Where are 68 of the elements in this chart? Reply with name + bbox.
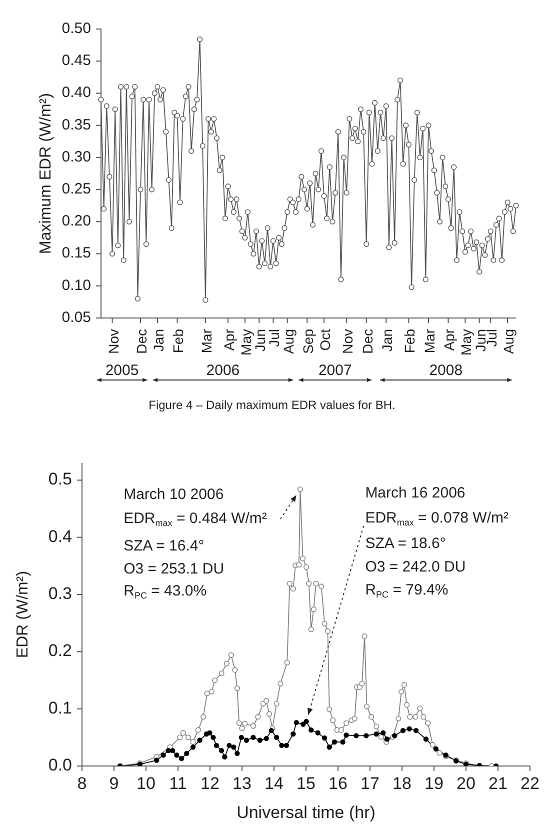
text: 2008 [429, 362, 463, 379]
x-tick-label: Mar [421, 328, 438, 354]
y-tick-label: 0.25 [62, 180, 91, 198]
x-tick-label: Jan [150, 329, 166, 352]
x-tick-label: Feb [170, 328, 186, 354]
x-tick-label: 8 [77, 774, 87, 793]
annotation: EDR$_{max}$ = 0.078 W/m² [365, 509, 509, 528]
y-tick-label: 0.45 [62, 52, 91, 70]
x-tick-label: Dec [134, 329, 150, 354]
x-tick-label: Sep [300, 328, 316, 354]
text: 2005 [105, 362, 139, 379]
x-tick-label: 13 [232, 774, 252, 793]
y-axis-title: EDR (W/m²) [14, 570, 32, 658]
x-tick-label: 9 [109, 774, 119, 793]
x-tick-label: Mar [198, 328, 214, 354]
x-tick-label: 14 [264, 774, 284, 793]
annotation: EDR$_{max}$ = 0.484 W/m² [124, 510, 267, 528]
y-tick-label: 0.0 [48, 755, 72, 774]
x-tick-label: 18 [392, 774, 412, 793]
y-tick-label: 0.20 [62, 212, 91, 230]
x-tick-label: 21 [488, 774, 508, 793]
annotation: O3 = 242.0 DU [365, 558, 466, 576]
x-tick-label: Jul [266, 329, 282, 347]
x-axis-title: Universal time (hr) [236, 803, 376, 822]
y-tick-label: 0.3 [48, 584, 72, 603]
x-tick-label: 22 [520, 774, 540, 793]
x-tick-label: Nov [340, 329, 356, 354]
annotation: R$_{PC}$ = 79.4% [365, 581, 448, 600]
x-tick-label: Oct [317, 328, 334, 351]
annotation: R$_{PC}$ = 43.0% [124, 582, 207, 602]
y-tick-label: 0.05 [62, 308, 91, 326]
x-tick-label: 12 [200, 774, 220, 793]
annotation: O3 = 253.1 DU [124, 560, 224, 578]
x-tick-label: 10 [136, 774, 156, 793]
x-tick-label: Dec [359, 329, 376, 354]
x-tick-label: Nov [105, 329, 122, 354]
y-tick-label: 0.35 [62, 116, 91, 134]
caption: Figure 4 – Daily maximum EDR values for BH. [148, 398, 396, 412]
x-tick-label: Aug [500, 329, 517, 354]
x-tick-label: 20 [456, 774, 476, 793]
x-tick-label: 11 [169, 774, 187, 793]
annotation: March 10 2006 [124, 486, 224, 503]
y-tick-label: 0.15 [62, 244, 91, 262]
x-tick-label: 16 [328, 774, 348, 793]
y-tick-label: 0.5 [48, 470, 72, 489]
x-tick-label: Apr [221, 328, 238, 351]
x-tick-label: May [238, 329, 254, 356]
y-tick-label: 0.40 [62, 84, 91, 102]
annotation: SZA = 18.6° [365, 535, 446, 552]
x-tick-label: Aug [280, 329, 296, 354]
annotation: March 16 2006 [365, 484, 466, 502]
y-tick-label: 0.2 [48, 641, 72, 660]
x-tick-label: Jan [379, 329, 396, 352]
x-tick-label: Apr [441, 328, 458, 351]
y-tick-label: 0.1 [48, 698, 72, 718]
x-tick-label: May [458, 329, 474, 356]
x-tick-label: 15 [296, 774, 316, 793]
y-axis-title: Maximum EDR (W/m²) [38, 93, 55, 254]
y-tick-label: 0.50 [62, 20, 91, 37]
y-tick-label: 0.30 [62, 148, 91, 166]
x-tick-label: Feb [402, 328, 418, 354]
text: 2007 [318, 362, 352, 379]
y-tick-label: 0.4 [48, 526, 72, 546]
y-tick-label: 0.10 [62, 276, 91, 294]
annotation: SZA = 16.4° [124, 537, 204, 554]
x-tick-label: 17 [360, 774, 380, 793]
x-tick-label: 19 [424, 774, 444, 793]
text: 2006 [206, 362, 240, 379]
